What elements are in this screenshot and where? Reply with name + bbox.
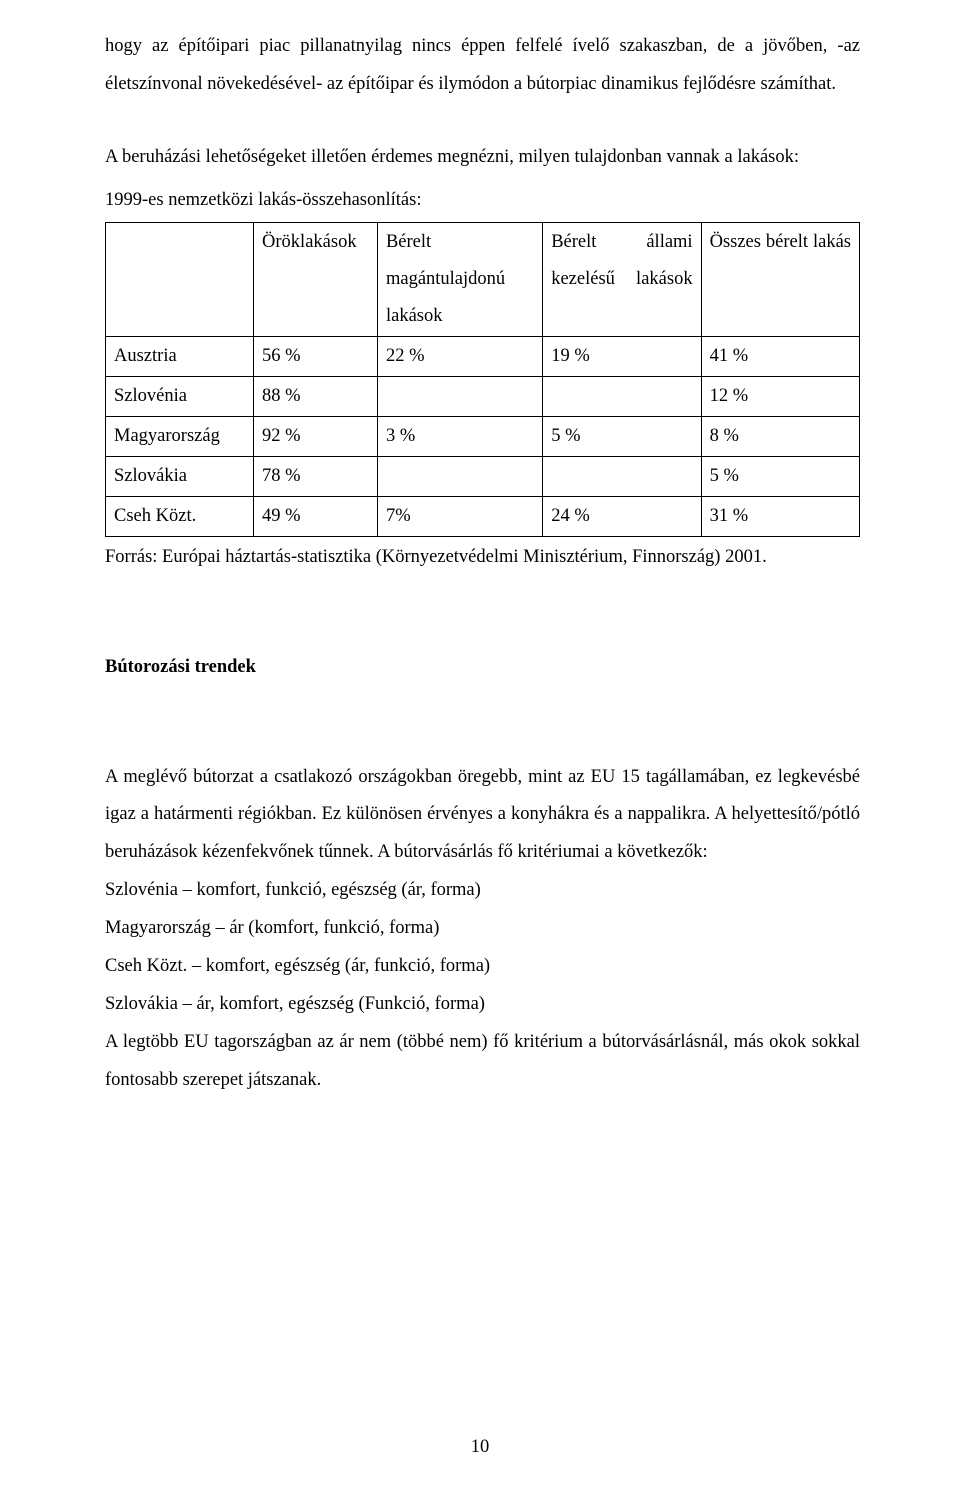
table-source: Forrás: Európai háztartás-statisztika (K… — [105, 539, 860, 577]
cell-country: Szlovénia — [106, 376, 254, 416]
criteria-hungary: Magyarország – ár (komfort, funkció, for… — [105, 910, 860, 948]
cell-value: 5 % — [543, 416, 701, 456]
trends-paragraph: A meglévő bútorzat a csatlakozó országok… — [105, 759, 860, 873]
cell-value: 19 % — [543, 336, 701, 376]
table-row: Ausztria 56 % 22 % 19 % 41 % — [106, 336, 860, 376]
header-col2: Bérelt magántulajdonú lakások — [377, 222, 542, 336]
cell-value: 12 % — [701, 376, 859, 416]
cell-country: Cseh Közt. — [106, 496, 254, 536]
cell-value — [377, 376, 542, 416]
cell-country: Szlovákia — [106, 456, 254, 496]
header-col3: Bérelt állami kezelésű lakások — [543, 222, 701, 336]
cell-value: 22 % — [377, 336, 542, 376]
cell-value: 92 % — [254, 416, 378, 456]
header-empty — [106, 222, 254, 336]
cell-value: 49 % — [254, 496, 378, 536]
table-subtitle: 1999-es nemzetközi lakás-összehasonlítás… — [105, 182, 860, 220]
cell-value: 5 % — [701, 456, 859, 496]
cell-value: 88 % — [254, 376, 378, 416]
intro-paragraph-2: A beruházási lehetőségeket illetően érde… — [105, 139, 860, 177]
cell-value: 3 % — [377, 416, 542, 456]
criteria-slovakia: Szlovákia – ár, komfort, egészség (Funkc… — [105, 986, 860, 1024]
cell-value: 31 % — [701, 496, 859, 536]
table-row: Szlovénia 88 % 12 % — [106, 376, 860, 416]
cell-value: 56 % — [254, 336, 378, 376]
cell-value: 24 % — [543, 496, 701, 536]
criteria-slovenia: Szlovénia – komfort, funkció, egészség (… — [105, 872, 860, 910]
table-header-row: Öröklakások Bérelt magántulajdonú lakáso… — [106, 222, 860, 336]
header-col4: Összes bérelt lakás — [701, 222, 859, 336]
table-row: Szlovákia 78 % 5 % — [106, 456, 860, 496]
cell-value — [377, 456, 542, 496]
cell-value: 78 % — [254, 456, 378, 496]
header-col1: Öröklakások — [254, 222, 378, 336]
section-heading: Bútorozási trendek — [105, 649, 860, 687]
cell-country: Magyarország — [106, 416, 254, 456]
table-row: Magyarország 92 % 3 % 5 % 8 % — [106, 416, 860, 456]
criteria-czech: Cseh Közt. – komfort, egészség (ár, funk… — [105, 948, 860, 986]
cell-value: 8 % — [701, 416, 859, 456]
cell-value — [543, 456, 701, 496]
housing-comparison-table: Öröklakások Bérelt magántulajdonú lakáso… — [105, 222, 860, 537]
table-row: Cseh Közt. 49 % 7% 24 % 31 % — [106, 496, 860, 536]
page-number: 10 — [0, 1429, 960, 1467]
cell-value: 41 % — [701, 336, 859, 376]
closing-paragraph: A legtöbb EU tagországban az ár nem (töb… — [105, 1024, 860, 1100]
cell-value: 7% — [377, 496, 542, 536]
cell-country: Ausztria — [106, 336, 254, 376]
cell-value — [543, 376, 701, 416]
intro-paragraph-1: hogy az építőipari piac pillanatnyilag n… — [105, 28, 860, 104]
